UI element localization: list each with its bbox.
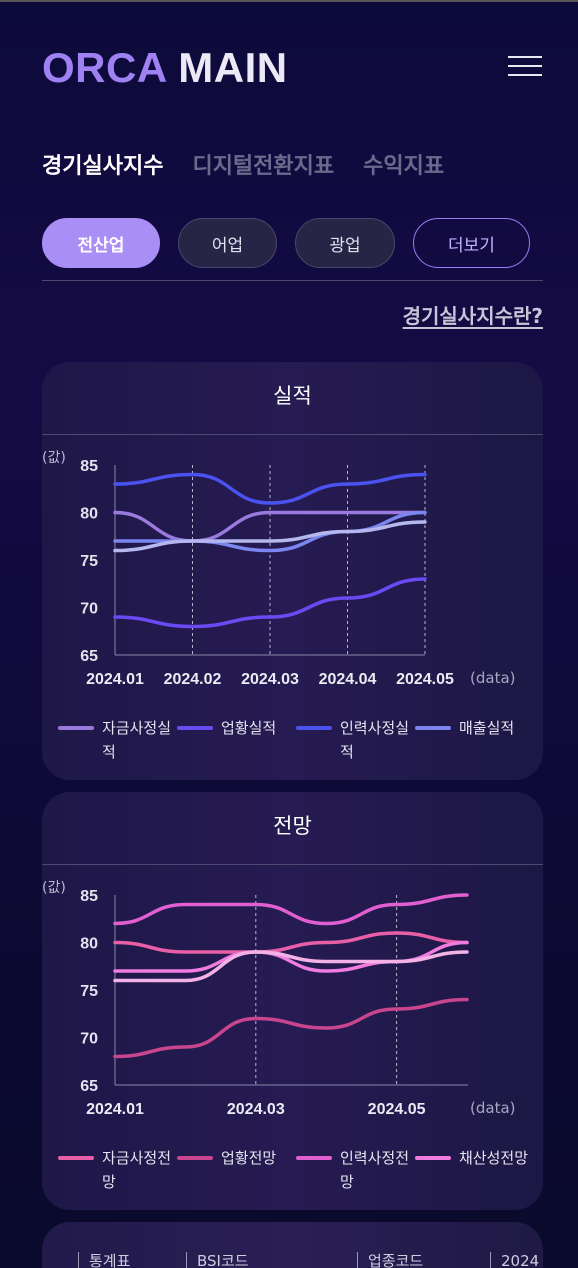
table-header-stat-table: 통계표 bbox=[78, 1252, 130, 1268]
performance-chart-card: 실적 (값) 85 80 75 70 65 2024.01 2024.02 2024.03 202… bbox=[42, 362, 543, 780]
y-tick-label: 85 bbox=[80, 458, 98, 475]
series-line-5 bbox=[113, 950, 469, 983]
series-line-2 bbox=[113, 577, 427, 629]
series-line-5 bbox=[113, 520, 427, 553]
legend-label: 인력사정실적 bbox=[340, 719, 410, 761]
x-axis-label: (data) bbox=[470, 669, 516, 687]
y-tick-label: 75 bbox=[80, 553, 98, 570]
y-tick-label: 80 bbox=[80, 936, 98, 953]
tab-digital-transformation[interactable]: 디지털전환지표 bbox=[192, 154, 335, 179]
industry-filter-chips: 전산업 어업 광업 더보기 bbox=[42, 218, 530, 268]
x-axis-label: (data) bbox=[470, 1099, 516, 1117]
card-divider bbox=[42, 434, 543, 435]
chart-title: 전망 bbox=[273, 814, 312, 838]
top-border bbox=[0, 0, 578, 2]
x-tick-label: 2024.05 bbox=[396, 671, 454, 688]
category-tabs: 경기실사지수 디지털전환지표 수익지표 bbox=[42, 150, 444, 184]
legend-label: 자금사정실적 bbox=[102, 719, 172, 761]
legend-item[interactable]: 업황실적 bbox=[177, 716, 295, 764]
legend-swatch bbox=[296, 1156, 332, 1160]
chip-mining[interactable]: 광업 bbox=[295, 218, 395, 268]
legend-label: 업황실적 bbox=[221, 719, 277, 737]
x-tick-label: 2024.03 bbox=[227, 1101, 285, 1118]
performance-line-chart: (값) 85 80 75 70 65 2024.01 2024.02 2024.03 2024.0… bbox=[42, 450, 516, 688]
tab-bsi[interactable]: 경기실사지수 bbox=[42, 154, 164, 179]
series-line-3 bbox=[113, 472, 427, 505]
card-divider bbox=[42, 864, 543, 865]
chart-title: 실적 bbox=[273, 384, 312, 408]
legend-label: 채산성전망 bbox=[459, 1149, 529, 1167]
legend-swatch bbox=[177, 726, 213, 730]
series-line-1 bbox=[113, 510, 427, 543]
y-axis-label: (값) bbox=[42, 450, 66, 466]
app-logo[interactable]: ORCA MAIN bbox=[42, 44, 542, 92]
x-tick-label: 2024.03 bbox=[241, 671, 299, 688]
legend-swatch bbox=[415, 1156, 451, 1160]
legend-swatch bbox=[177, 1156, 213, 1160]
chip-fishery[interactable]: 어업 bbox=[178, 218, 277, 268]
legend-label: 업황전망 bbox=[221, 1149, 277, 1167]
legend-item[interactable]: 자금사정실적 bbox=[58, 716, 176, 764]
table-header-bsi-code: BSI코드 bbox=[186, 1252, 249, 1268]
y-tick-label: 65 bbox=[80, 648, 98, 665]
y-tick-label: 75 bbox=[80, 983, 98, 1000]
hamburger-menu-icon[interactable] bbox=[508, 56, 542, 78]
x-tick-label: 2024.01 bbox=[86, 1101, 144, 1118]
legend-swatch bbox=[296, 726, 332, 730]
series-line-1 bbox=[113, 931, 469, 954]
x-tick-label: 2024.05 bbox=[368, 1101, 426, 1118]
app-header: ORCA MAIN bbox=[42, 44, 542, 92]
legend-item[interactable]: 매출실적 bbox=[415, 716, 533, 764]
outlook-chart-card: 전망 (값) 85 80 75 70 65 2024.01 2024.03 2024.05 (da… bbox=[42, 792, 543, 1210]
legend-swatch bbox=[415, 726, 451, 730]
outlook-line-chart: (값) 85 80 75 70 65 2024.01 2024.03 2024.05 (data) bbox=[42, 880, 516, 1118]
statistics-table-card: 통계표 BSI코드 업종코드 2024 bbox=[42, 1222, 543, 1268]
legend-item[interactable]: 인력사정전망 bbox=[296, 1146, 414, 1194]
legend-item[interactable]: 업황전망 bbox=[177, 1146, 295, 1194]
y-tick-label: 70 bbox=[80, 601, 98, 618]
y-tick-label: 70 bbox=[80, 1031, 98, 1048]
chip-all-industries[interactable]: 전산업 bbox=[42, 218, 160, 268]
legend-swatch bbox=[58, 1156, 94, 1160]
logo-first-word: ORCA bbox=[42, 44, 167, 91]
chip-more-button[interactable]: 더보기 bbox=[413, 218, 530, 268]
logo-second-word: MAIN bbox=[178, 44, 288, 91]
table-header-year: 2024 bbox=[490, 1252, 539, 1268]
legend-item[interactable]: 인력사정실적 bbox=[296, 716, 414, 764]
legend-label: 자금사정전망 bbox=[102, 1149, 172, 1191]
legend-item[interactable]: 채산성전망 bbox=[415, 1146, 533, 1194]
legend-label: 매출실적 bbox=[459, 719, 515, 737]
x-tick-label: 2024.01 bbox=[86, 671, 144, 688]
x-tick-label: 2024.02 bbox=[164, 671, 222, 688]
y-tick-label: 65 bbox=[80, 1078, 98, 1095]
legend-label: 인력사정전망 bbox=[340, 1149, 410, 1191]
y-tick-label: 80 bbox=[80, 506, 98, 523]
series-line-2 bbox=[113, 997, 469, 1059]
legend-item[interactable]: 자금사정전망 bbox=[58, 1146, 176, 1194]
y-tick-label: 85 bbox=[80, 888, 98, 905]
section-divider bbox=[42, 280, 543, 281]
chart-legend: 자금사정전망 업황전망 인력사정전망 채산성전망 bbox=[58, 1146, 533, 1194]
bsi-help-link[interactable]: 경기실사지수란? bbox=[402, 304, 543, 328]
series-line-3 bbox=[113, 893, 469, 926]
y-axis-label: (값) bbox=[42, 880, 66, 896]
legend-swatch bbox=[58, 726, 94, 730]
table-header-industry-code: 업종코드 bbox=[357, 1252, 423, 1268]
x-tick-label: 2024.04 bbox=[319, 671, 377, 688]
chart-legend: 자금사정실적 업황실적 인력사정실적 매출실적 bbox=[58, 716, 533, 764]
tab-profit-index[interactable]: 수익지표 bbox=[363, 154, 445, 179]
